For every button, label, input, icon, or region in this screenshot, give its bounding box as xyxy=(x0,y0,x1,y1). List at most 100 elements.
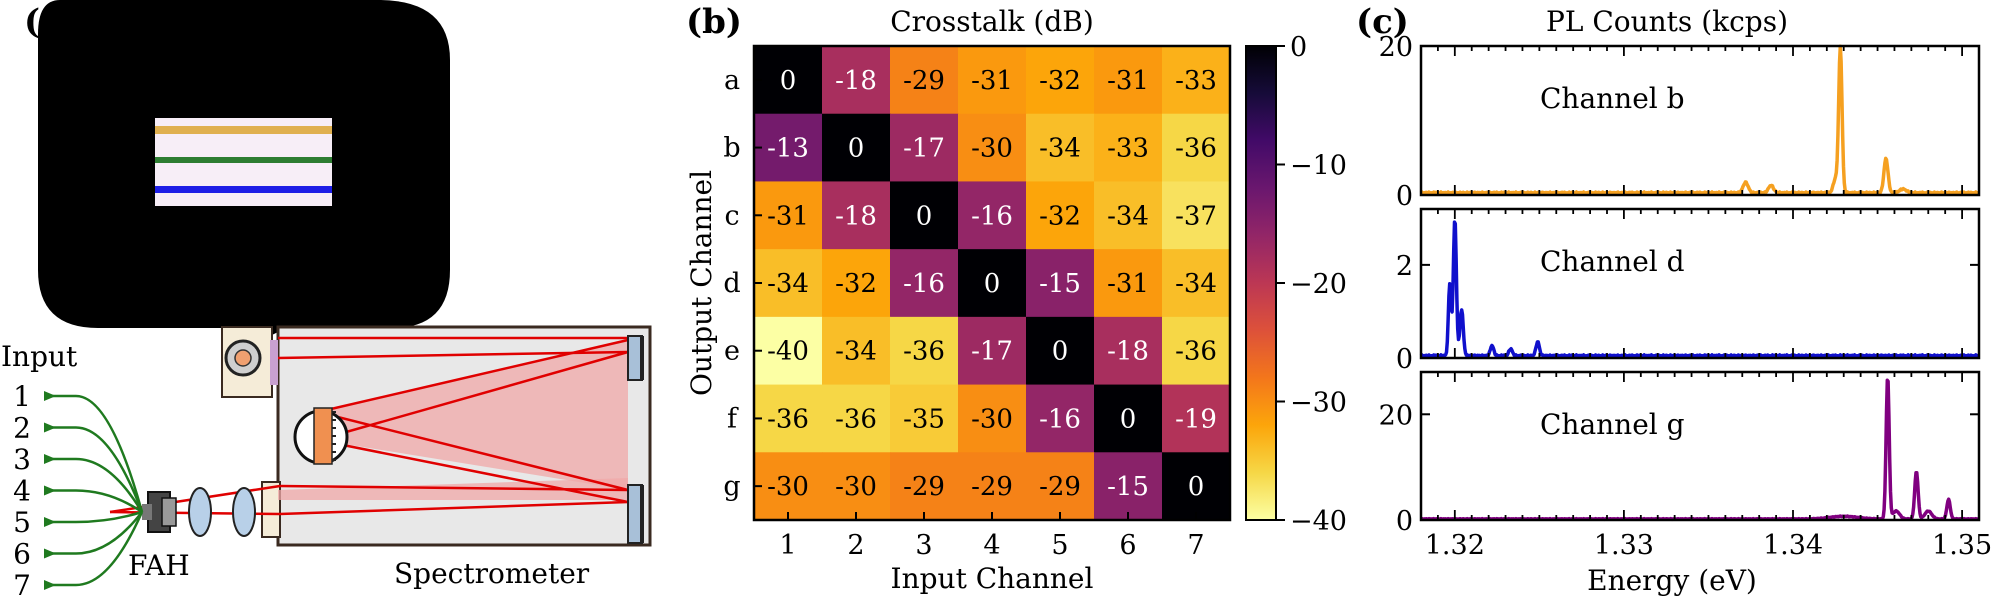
heatmap-cell xyxy=(754,249,823,318)
input-number: 3 xyxy=(13,443,31,476)
colorbar xyxy=(1245,45,1277,521)
cell-value: -18 xyxy=(835,66,877,96)
cell-value: -13 xyxy=(767,134,809,164)
cell-value: 0 xyxy=(1052,337,1069,367)
lens-2 xyxy=(232,487,256,537)
heatmap-cell xyxy=(1026,452,1095,521)
y-tick-label: d xyxy=(723,268,740,299)
heatmap-ylabel: Output Channel xyxy=(685,170,718,396)
x-tick-label: 1.33 xyxy=(1594,530,1654,561)
cell-value: -18 xyxy=(835,201,877,231)
input-fiber xyxy=(46,510,143,524)
collimating-mirror xyxy=(627,335,643,381)
pl-x-axis: 1.32 1.33 1.34 1.35 xyxy=(1425,530,1992,561)
cell-value: 0 xyxy=(780,66,797,96)
heatmap-cell xyxy=(1026,46,1095,115)
fiber-arrow-icon xyxy=(44,548,56,559)
heatmap-cell xyxy=(1026,316,1095,386)
panel-c-label: (c) xyxy=(1356,2,1409,42)
colorbar-tick-label: −10 xyxy=(1290,151,1347,182)
input-label: Input xyxy=(1,340,78,373)
heatmap-cells: 0 -18 -29 -31 -32 -31 -33 -13 0 -17 -30 -34 -33 -36 -3… xyxy=(754,46,1231,521)
input-number: 5 xyxy=(13,506,31,539)
grating-icon xyxy=(313,407,333,465)
x-tick-label: 1.34 xyxy=(1763,530,1823,561)
cell-value: -17 xyxy=(971,337,1013,367)
colorbar-tick-label: −40 xyxy=(1290,506,1347,537)
cell-value: -16 xyxy=(903,269,945,299)
pl-xlabel: Energy (eV) xyxy=(1587,564,1757,597)
fiber-arrow-icon xyxy=(44,391,56,401)
cell-value: 0 xyxy=(1188,472,1205,502)
x-tick-label: 1 xyxy=(779,530,796,561)
setup-schematic: (a) xyxy=(1,0,652,599)
cell-value: -17 xyxy=(903,134,945,164)
heatmap-cell xyxy=(1094,113,1163,182)
heatmap-cell xyxy=(754,384,823,453)
heatmap-cell xyxy=(1094,249,1163,318)
heatmap-cell xyxy=(890,113,959,182)
heatmap-cell xyxy=(754,181,823,250)
cell-value: -33 xyxy=(1175,66,1217,96)
y-tick-label: f xyxy=(727,403,739,434)
channel-label: Channel b xyxy=(1540,82,1685,115)
input-fiber xyxy=(46,511,143,555)
y-tick-label: 20 xyxy=(1379,32,1413,63)
pl-title: PL Counts (kcps) xyxy=(1546,5,1788,38)
input-fiber xyxy=(46,457,144,513)
cell-value: -36 xyxy=(1175,337,1217,367)
heatmap-cell xyxy=(1094,181,1163,250)
spectrum-line xyxy=(1419,220,1980,359)
heatmap-cell xyxy=(822,249,891,318)
pl-subplot: 0 2 Channel d xyxy=(1396,207,1981,375)
cell-value: -34 xyxy=(1175,269,1217,299)
input-number: 7 xyxy=(13,569,31,599)
cell-value: 0 xyxy=(984,269,1001,299)
spectrum-line xyxy=(1420,378,1980,522)
cell-value: -15 xyxy=(1107,472,1149,502)
y-tick-label: 0 xyxy=(1396,344,1413,375)
cell-value: -33 xyxy=(1107,134,1149,164)
heatmap-cell xyxy=(822,452,891,521)
input-fiber xyxy=(46,489,143,514)
fiber-core-line xyxy=(155,186,332,193)
cell-value: -36 xyxy=(903,337,945,367)
cell-value: -30 xyxy=(971,134,1013,164)
fiber-arrow-icon xyxy=(44,517,56,527)
pl-subplot: 0 20 Channel g xyxy=(1379,370,1981,537)
cell-value: -34 xyxy=(835,337,877,367)
heatmap-cell xyxy=(1094,452,1163,521)
y-tick-label: c xyxy=(724,200,739,231)
spectrometer-label: Spectrometer xyxy=(394,557,590,590)
colorbar-tick-label: −20 xyxy=(1290,269,1347,300)
cell-value: -30 xyxy=(767,472,809,502)
heatmap-cell xyxy=(1162,452,1231,521)
heatmap-cell xyxy=(958,249,1027,318)
heatmap-cell xyxy=(822,316,891,386)
x-tick-label: 2 xyxy=(847,530,864,561)
heatmap-cell xyxy=(890,249,959,318)
lens-1 xyxy=(188,487,212,537)
fiber-core-line xyxy=(155,157,332,163)
heatmap-cell xyxy=(1162,181,1231,250)
heatmap-cell xyxy=(1162,46,1231,115)
heatmap-cell xyxy=(958,452,1027,521)
y-tick-label: g xyxy=(723,471,740,502)
heatmap-cell xyxy=(958,316,1027,386)
cell-value: -18 xyxy=(1107,337,1149,367)
heatmap-cell xyxy=(1026,249,1095,318)
heatmap-cell xyxy=(1162,316,1231,386)
focusing-mirror xyxy=(627,484,643,544)
cell-value: 0 xyxy=(1120,404,1137,434)
crosstalk-heatmap: (b) Crosstalk (dB) 0 -18 -29 -31 -32 -31 -33 -1… xyxy=(685,2,1347,595)
input-fiber xyxy=(46,511,144,587)
beam-fill xyxy=(320,340,628,490)
heatmap-cell xyxy=(822,46,891,115)
input-number: 2 xyxy=(13,412,31,445)
colorbar-tick-label: 0 xyxy=(1290,32,1307,63)
fah-label: FAH xyxy=(128,549,190,582)
camera-sensor xyxy=(270,340,278,385)
heatmap-cell xyxy=(890,181,959,250)
